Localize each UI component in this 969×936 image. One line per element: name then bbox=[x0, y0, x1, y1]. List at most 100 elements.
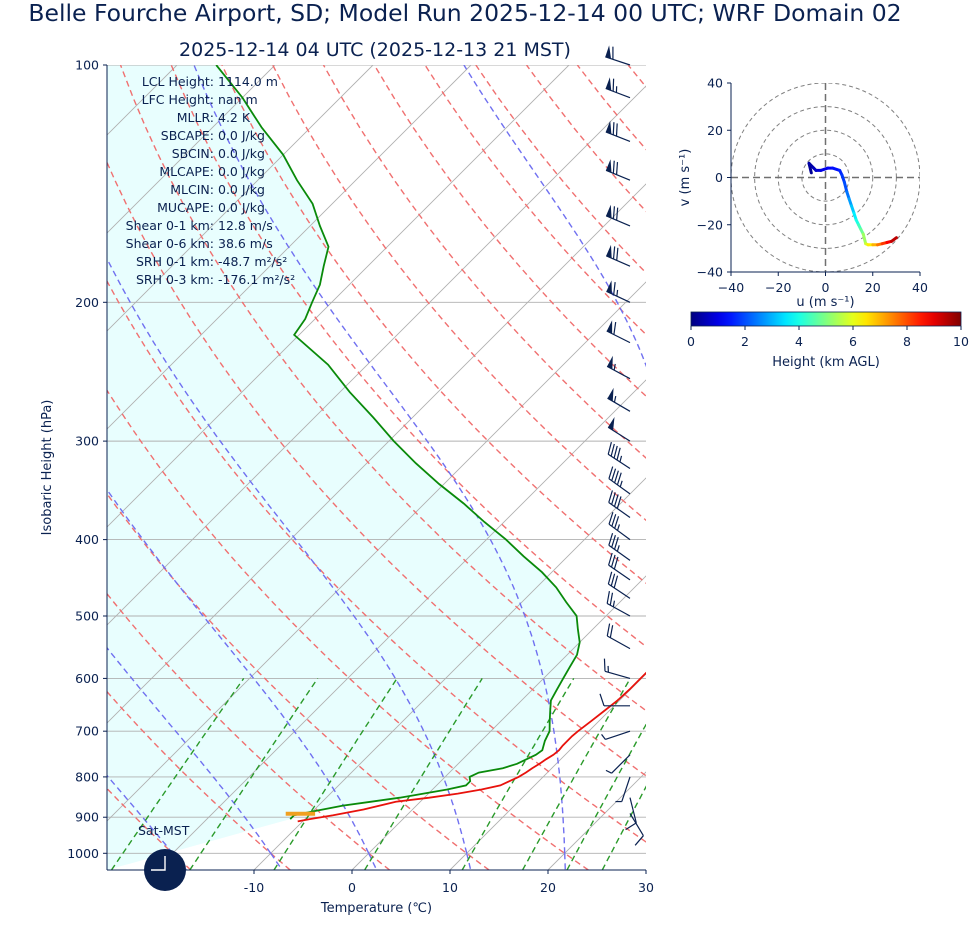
wind-barb-shaft bbox=[605, 56, 631, 66]
wind-barb bbox=[625, 797, 637, 831]
wind-barb-half bbox=[616, 289, 619, 297]
isotherm-line bbox=[107, 183, 646, 724]
wind-barb-shaft bbox=[604, 670, 631, 679]
wind-barb bbox=[606, 590, 631, 617]
sky-cover-label: Sat-MST bbox=[138, 823, 190, 838]
dry-adiabat bbox=[525, 65, 646, 213]
stat-label: Shear 0-6 km: bbox=[126, 236, 214, 251]
dry-adiabat bbox=[272, 65, 646, 522]
isotherm-line bbox=[107, 65, 472, 430]
dry-adiabat bbox=[679, 65, 969, 870]
wind-barb-full bbox=[613, 445, 618, 459]
x-tick-label: 20 bbox=[540, 880, 556, 895]
hodograph: −40 −20 0 20 40 −40 −20 0 20 40 u (m s⁻¹) v (m s⁻¹) bbox=[678, 76, 928, 311]
wind-barb-full bbox=[614, 516, 620, 529]
wind-barb-full bbox=[608, 532, 614, 546]
wind-barb-full bbox=[599, 693, 605, 707]
sounding-profiles bbox=[215, 65, 646, 823]
moist-adiabat bbox=[107, 488, 370, 854]
wind-barb-flag bbox=[607, 355, 613, 370]
wind-barb bbox=[608, 532, 631, 561]
dry-adiabat bbox=[322, 65, 646, 459]
height-colorbar: 0 2 4 6 8 10 Height (km AGL) bbox=[687, 311, 969, 370]
wind-barb-shaft bbox=[605, 215, 631, 227]
colorbar-tick-label: 0 bbox=[687, 334, 695, 349]
stat-value: 4.2 K bbox=[218, 110, 251, 125]
wind-barb bbox=[603, 658, 631, 679]
stat-value: -48.7 m²/s² bbox=[218, 254, 287, 269]
hodograph-y-tick-label: −40 bbox=[697, 265, 723, 280]
x-tick-label: 0 bbox=[348, 880, 356, 895]
wind-barb-half bbox=[619, 480, 623, 488]
moist-adiabat bbox=[270, 852, 283, 870]
wind-barb bbox=[605, 244, 631, 267]
moist-adiabats bbox=[107, 65, 663, 871]
hodograph-x-tick-label: −40 bbox=[718, 280, 744, 295]
wind-barb-full bbox=[606, 623, 611, 637]
wind-barb bbox=[606, 623, 631, 650]
mixing-ratio-line bbox=[189, 678, 319, 870]
stat-value: -176.1 m²/s² bbox=[218, 272, 295, 287]
wind-barb-full bbox=[616, 472, 622, 485]
wind-barb-full bbox=[616, 447, 621, 461]
wind-barb-shaft bbox=[608, 502, 631, 518]
wind-barb-shaft bbox=[608, 544, 631, 561]
wind-barb-shaft bbox=[606, 365, 631, 380]
isotherm-line bbox=[107, 65, 276, 234]
dry-adiabat bbox=[170, 65, 646, 648]
wind-barb-half bbox=[616, 524, 621, 531]
isotherm-line bbox=[107, 281, 646, 822]
stats-panel: LCL Height: 1114.0 m LFC Height: nan m MLLR:… bbox=[126, 74, 296, 287]
wind-barb-full bbox=[606, 590, 610, 604]
stat-label: SBCAPE: bbox=[161, 128, 214, 143]
dry-adiabat bbox=[107, 592, 391, 870]
wind-barb-full bbox=[616, 496, 622, 509]
wind-barb-half bbox=[613, 395, 617, 403]
wind-barb-full bbox=[611, 468, 617, 481]
y-tick-label: 500 bbox=[75, 608, 99, 623]
y-tick-label: 600 bbox=[75, 671, 99, 686]
wind-barb bbox=[615, 776, 631, 803]
y-tick-label: 800 bbox=[75, 769, 99, 784]
wind-barbs bbox=[599, 45, 644, 846]
wind-barb bbox=[608, 466, 631, 495]
colorbar-tick-label: 8 bbox=[903, 334, 911, 349]
stat-value: 0.0 J/kg bbox=[218, 146, 265, 161]
figure-title: Belle Fourche Airport, SD; Model Run 202… bbox=[28, 0, 901, 27]
hodograph-y-label: v (m s⁻¹) bbox=[678, 149, 693, 207]
moist-adiabat bbox=[107, 646, 272, 854]
wind-barb-full bbox=[616, 207, 619, 221]
wind-barb-shaft bbox=[605, 730, 631, 740]
wind-barb-full bbox=[608, 512, 614, 525]
moist-adiabat bbox=[661, 853, 663, 871]
wind-barb-shaft bbox=[629, 813, 644, 837]
wind-barb bbox=[607, 441, 631, 470]
stat-value: 0.0 J/kg bbox=[218, 182, 265, 197]
colorbar-gradient bbox=[690, 311, 962, 327]
dry-adiabat bbox=[107, 492, 490, 870]
y-axis-label: Isobaric Height (hPa) bbox=[40, 400, 55, 536]
stat-label: MUCAPE: bbox=[157, 200, 214, 215]
wind-barb-half bbox=[601, 733, 606, 740]
wind-barb bbox=[607, 571, 631, 599]
moist-adiabat bbox=[466, 853, 472, 870]
wind-barb-shaft bbox=[606, 290, 631, 303]
wind-barb-shaft bbox=[607, 426, 631, 442]
colorbar-tick-label: 10 bbox=[953, 334, 969, 349]
dry-adiabat bbox=[107, 690, 291, 870]
wind-barb-half bbox=[619, 455, 623, 463]
mixing-ratio-line bbox=[566, 723, 646, 870]
wind-barb-full bbox=[613, 537, 619, 550]
wind-barb bbox=[606, 320, 631, 344]
wind-barb-flag bbox=[605, 159, 612, 173]
y-tick-label: 300 bbox=[75, 434, 99, 449]
wind-barb-full bbox=[611, 492, 616, 505]
wind-barb-half bbox=[612, 600, 616, 608]
wind-barb-shaft bbox=[608, 478, 631, 495]
mixing-ratio-line bbox=[601, 785, 646, 870]
y-tick-label: 100 bbox=[75, 58, 99, 73]
cape-shading bbox=[107, 65, 580, 870]
isotherm-line bbox=[744, 65, 969, 870]
y-tick-label: 400 bbox=[75, 532, 99, 547]
wind-barb-full bbox=[615, 123, 618, 137]
